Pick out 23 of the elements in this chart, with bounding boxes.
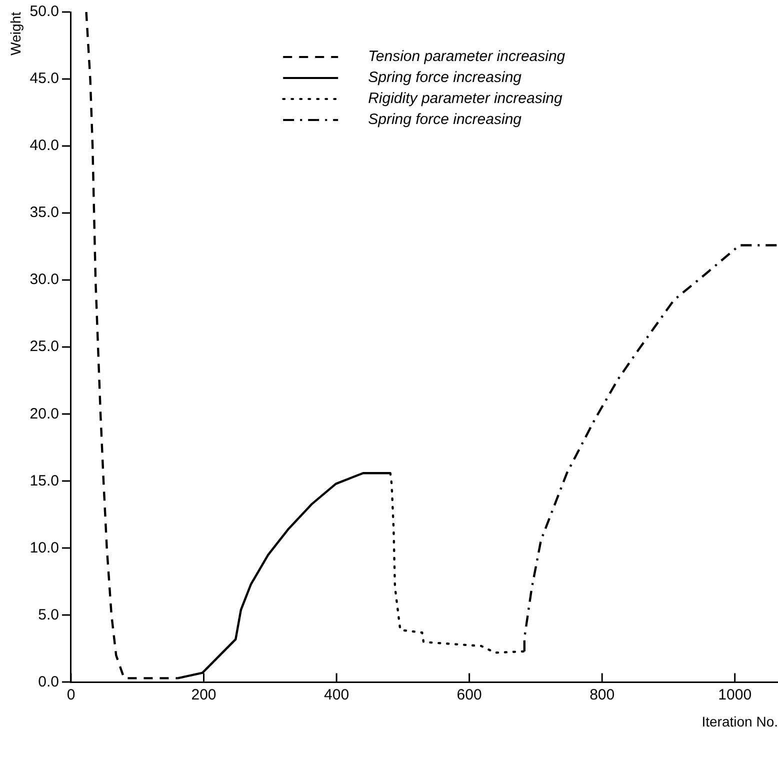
legend-label: Tension parameter increasing [368,48,566,66]
y-tick-label: 50.0 [30,3,59,20]
legend-label: Spring force increasing [368,111,522,128]
y-tick-label: 0.0 [38,673,59,690]
y-tick-label: 10.0 [30,539,59,556]
y-tick-label: 30.0 [30,271,59,288]
x-tick-label: 0 [66,686,76,704]
legend-label: Rigidity parameter increasing [368,90,564,108]
legend-label: Spring force increasing [368,69,522,86]
x-tick-label: 400 [324,686,350,704]
y-axis-title: Weight [7,12,24,56]
y-tick-label: 5.0 [38,606,59,624]
y-tick-label: 40.0 [30,137,59,154]
y-tick-label: 35.0 [30,204,59,222]
x-tick-label: 600 [456,686,482,704]
y-tick-label: 45.0 [30,70,59,88]
y-tick-label: 20.0 [30,405,59,422]
x-axis-title: Iteration No. [702,713,778,730]
y-tick-label: 25.0 [30,338,59,356]
y-tick-label: 15.0 [30,472,59,490]
x-tick-label: 200 [191,686,216,704]
x-tick-label: 1000 [718,686,752,704]
x-tick-label: 800 [590,686,615,704]
